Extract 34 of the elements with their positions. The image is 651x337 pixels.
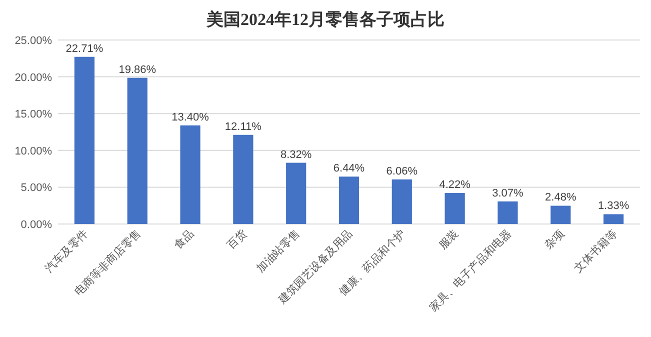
x-tick-label: 百货: [225, 228, 250, 252]
x-tick-label: 加油站零售: [254, 226, 302, 276]
y-tick-label: 20.00%: [14, 72, 52, 84]
bar: [74, 56, 95, 224]
y-tick-label: 5.00%: [20, 182, 52, 194]
bar: [550, 206, 571, 224]
data-label: 6.06%: [386, 165, 418, 178]
x-tick-label: 文体书籍等: [572, 226, 620, 276]
bar: [286, 162, 306, 224]
chart-title: 美国2024年12月零售各子项占比: [206, 10, 444, 29]
bar: [444, 192, 465, 224]
data-label: 3.07%: [492, 187, 524, 200]
bar: [392, 179, 412, 224]
x-tick-label: 食品: [172, 228, 196, 252]
y-tick-label: 10.00%: [14, 145, 52, 158]
x-tick-label: 杂项: [542, 226, 567, 252]
data-label: 12.11%: [224, 120, 262, 133]
bar: [233, 134, 254, 224]
y-tick-label: 25.00%: [14, 35, 52, 47]
data-label: 19.86%: [118, 64, 156, 76]
data-label: 22.71%: [66, 42, 104, 55]
data-label: 2.48%: [545, 192, 576, 204]
bar: [180, 125, 200, 224]
y-tick-label: 15.00%: [14, 108, 52, 121]
bar: [127, 78, 148, 224]
data-label: 13.40%: [172, 111, 210, 124]
bar: [338, 176, 360, 224]
bar: [498, 201, 518, 224]
bar: [603, 214, 624, 224]
data-label: 6.44%: [333, 162, 365, 175]
data-label: 1.33%: [598, 200, 630, 212]
x-tick-label: 服装: [436, 226, 461, 252]
data-label: 4.22%: [439, 178, 471, 191]
data-label: 8.32%: [280, 148, 312, 161]
